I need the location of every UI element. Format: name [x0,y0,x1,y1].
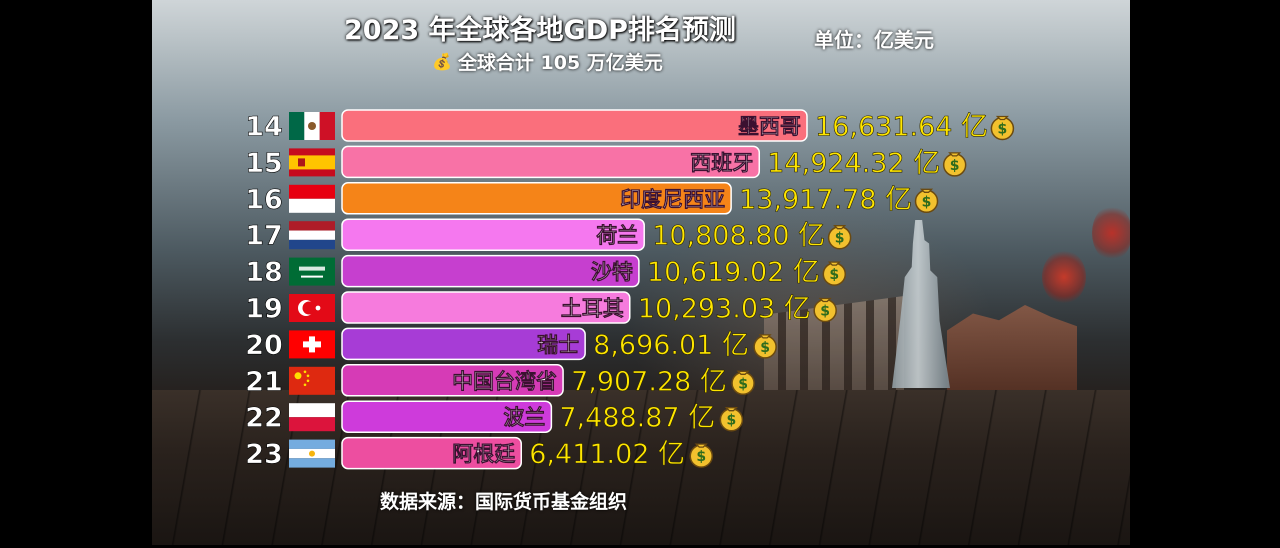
bar-category-label: 印度尼西亚 [620,187,725,211]
rank-label: 14 [245,112,283,143]
bar [341,218,645,251]
bar-category-label: 中国台湾省 [452,369,557,393]
bar-row: 22 波兰 7,488.87 亿 $ [245,400,744,434]
rank-label: 17 [245,221,283,252]
money-bag-icon: $ [990,115,1015,141]
flag-icon-spain [289,148,335,177]
rank-label: 23 [245,439,283,470]
money-bag-icon: $ [822,261,847,286]
chart-title: 2023 年全球各地GDP排名预测 [344,15,736,46]
bar-value-label: 13,917.78 亿 [739,184,912,215]
bar [341,400,553,433]
bar-value-label: 10,619.02 亿 [647,257,820,288]
flag-icon-turkey [289,294,335,322]
money-bag-icon: $ [689,443,713,468]
global-total: 全球合计 105 万亿美元 [457,52,663,74]
bar-row: 21 中国台湾省 7,907.28 亿 $ [245,364,755,398]
bar-chart: 14 墨西哥 16,631.64 亿 $15 西班牙 14,924.32 亿 $16 印度尼西… [245,109,1015,470]
rank-label: 22 [245,403,283,434]
rank-label: 15 [245,148,283,179]
bar-value-label: 10,293.03 亿 [638,294,811,325]
svg-text:$: $ [820,304,830,320]
flag-icon-china-taiwan [289,366,335,395]
bar-row: 23 阿根廷 6,411.02 亿 $ [245,436,713,470]
bar-value-label: 7,488.87 亿 [559,403,715,434]
data-source: 数据来源：国际货币基金组织 [380,491,628,513]
bar-row: 15 西班牙 14,924.32 亿 $ [245,145,967,179]
flag-icon-mexico [289,112,335,140]
flag-icon-argentina [289,439,335,468]
bar [341,327,586,361]
flag-icon-netherlands [289,221,335,250]
bar-value-label: 10,808.80 亿 [652,221,825,252]
flag-icon-poland [289,403,335,432]
rank-label: 19 [245,294,283,325]
bar [341,436,522,470]
bar-category-label: 阿根廷 [452,442,516,466]
bar [341,109,808,142]
bar [341,145,761,179]
money-bag-icon: $ [813,297,837,323]
money-bag-icon: $ [942,152,967,177]
rank-label: 18 [245,257,283,288]
red-light-glow [1092,205,1130,261]
svg-text:$: $ [829,267,839,283]
bar-row: 16 印度尼西亚 13,917.78 亿 $ [245,182,939,216]
bar-category-label: 沙特 [591,260,633,284]
rank-label: 21 [245,366,283,397]
bar-value-label: 16,631.64 亿 [815,112,988,143]
svg-text:$: $ [760,340,770,356]
rank-label: 20 [245,330,283,361]
red-light-glow [1042,250,1086,304]
bar-row: 14 墨西哥 16,631.64 亿 $ [245,109,1015,143]
money-bag-icon: $ [753,334,777,359]
flag-icon-saudi-arabia [289,257,335,286]
bar-category-label: 荷兰 [596,224,638,248]
svg-text:$: $ [835,231,845,247]
bar-category-label: 西班牙 [690,151,753,175]
money-bag-icon: $ [914,188,939,214]
svg-text:$: $ [696,449,706,465]
flag-icon-indonesia [289,184,335,213]
bar-value-label: 14,924.32 亿 [767,148,940,179]
money-bag-icon: $ [731,370,755,396]
bar-value-label: 6,411.02 亿 [529,439,685,470]
bar-value-label: 8,696.01 亿 [593,330,749,361]
flag-icon-switzerland [289,330,335,359]
chart-frame: 2023 年全球各地GDP排名预测 单位：亿美元 💰 全球合计 105 万亿美元… [152,0,1130,545]
rank-label: 16 [245,184,283,215]
bar [341,182,732,215]
bar-row: 18 沙特 10,619.02 亿 $ [245,254,847,288]
bar-row: 20 瑞士 8,696.01 亿 $ [245,327,777,361]
bar-category-label: 瑞士 [537,333,579,357]
svg-text:$: $ [738,376,748,392]
bar-row: 17 荷兰 10,808.80 亿 $ [245,218,852,252]
svg-text:$: $ [922,194,932,210]
bar-category-label: 墨西哥 [738,115,801,139]
bar-category-label: 波兰 [503,406,545,430]
canyon-background [947,305,1077,390]
money-bag-icon: $ [827,225,852,250]
bar-category-label: 土耳其 [561,297,624,321]
svg-text:$: $ [950,158,960,174]
svg-text:$: $ [727,413,737,429]
money-bag-icon: 💰 [432,52,452,71]
bar-row: 19 土耳其 10,293.03 亿 $ [245,291,837,325]
bar [341,364,564,397]
money-bag-icon: $ [719,407,744,432]
total-row: 💰 全球合计 105 万亿美元 [432,48,663,75]
bar-value-label: 7,907.28 亿 [571,366,727,397]
svg-text:$: $ [998,122,1008,138]
bar [341,291,631,324]
unit-label: 单位：亿美元 [814,28,934,52]
bar [341,254,640,288]
